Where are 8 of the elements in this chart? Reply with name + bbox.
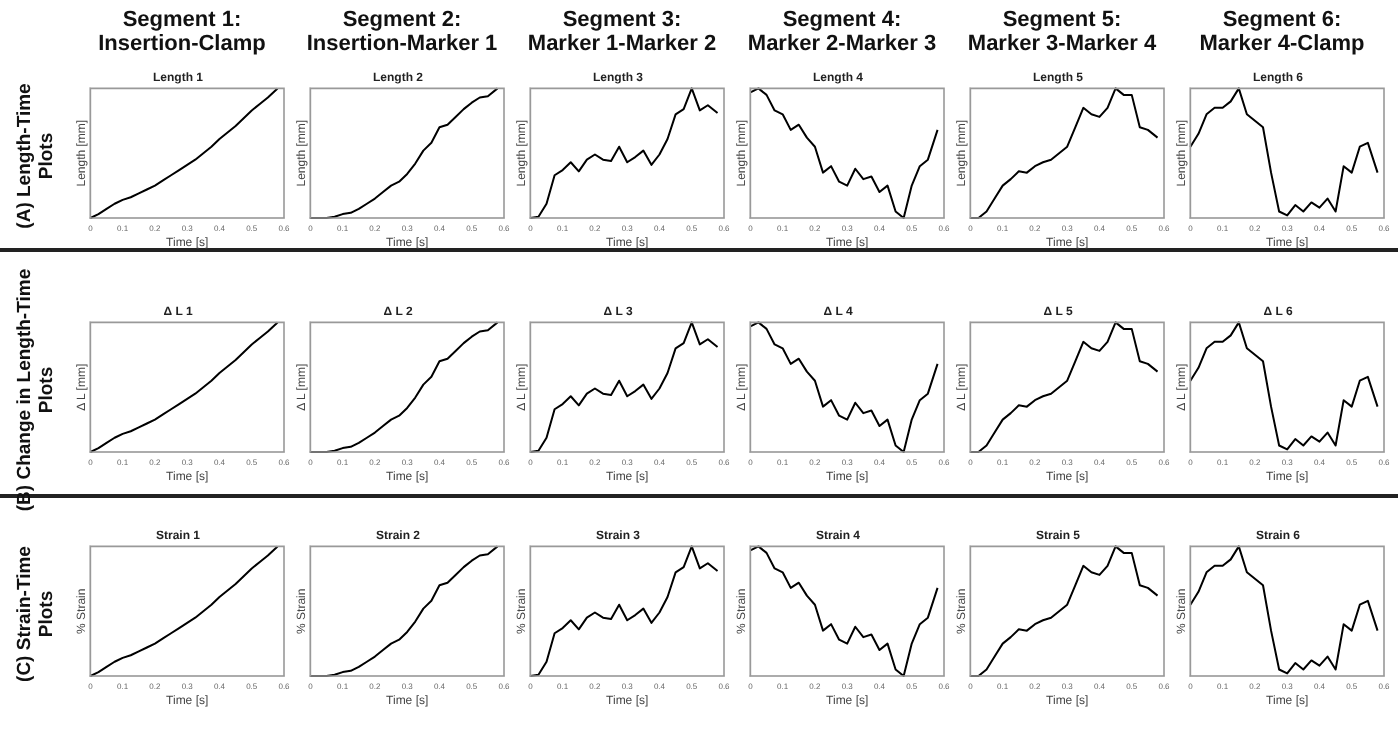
chart-subtitle: Segment 6: Marker 4-Clamp [1197, 8, 1367, 56]
chart-subtitle: Segment 5: Marker 3-Marker 4 [965, 8, 1159, 56]
chart-subtitle: Segment 3: Marker 1-Marker 2 [525, 8, 719, 56]
chart-subtitle: Segment 2: Insertion-Marker 1 [304, 8, 500, 56]
text: (C) Strain-Time Plots [14, 546, 58, 682]
text: (A) Length-Time Plots [14, 83, 58, 229]
chart-subtitle: Segment 4: Marker 2-Marker 3 [745, 8, 939, 56]
chart-subtitle: Segment 1: Insertion-Clamp [96, 8, 268, 56]
